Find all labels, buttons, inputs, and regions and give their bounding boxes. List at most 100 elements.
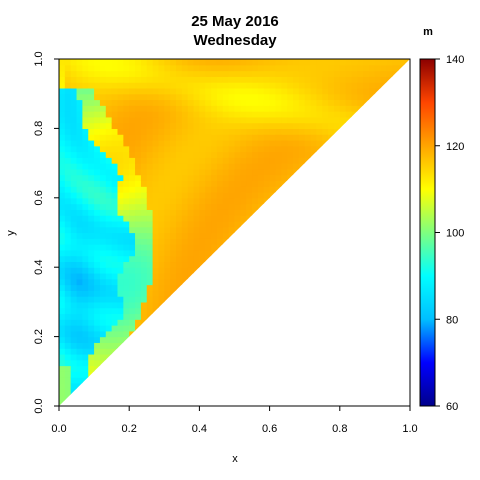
heatmap-cell xyxy=(257,93,265,101)
heatmap-cell xyxy=(176,261,183,268)
heatmap-cell xyxy=(117,70,124,77)
heatmap-cell xyxy=(135,296,142,303)
heatmap-cell xyxy=(275,186,282,193)
heatmap-cell xyxy=(140,307,148,315)
heatmap-cell xyxy=(146,139,154,147)
heatmap-cell xyxy=(164,203,171,210)
heatmap-cell xyxy=(99,76,107,83)
heatmap-cell xyxy=(88,197,95,205)
heatmap-cell xyxy=(211,203,218,210)
heatmap-cell xyxy=(94,186,101,193)
heatmap-cell xyxy=(94,330,101,338)
heatmap-cell xyxy=(263,82,271,89)
heatmap-cell xyxy=(181,278,189,286)
heatmap-cell xyxy=(193,99,200,106)
heatmap-cell xyxy=(111,180,119,187)
heatmap-cell xyxy=(164,151,171,158)
heatmap-cell xyxy=(146,174,154,182)
heatmap-cell xyxy=(152,209,160,216)
heatmap-cell xyxy=(82,157,89,164)
heatmap-cell xyxy=(158,267,165,274)
heatmap-cell xyxy=(164,272,171,280)
heatmap-cell xyxy=(298,157,306,164)
heatmap-cell xyxy=(158,93,165,101)
heatmap-cell xyxy=(351,99,358,106)
heatmap-cell xyxy=(111,232,119,239)
heatmap-cell xyxy=(293,70,300,77)
heatmap-cell xyxy=(64,82,72,89)
heatmap-cell xyxy=(88,377,95,384)
heatmap-cell xyxy=(88,59,95,66)
heatmap-cell xyxy=(158,192,165,199)
heatmap-cell xyxy=(135,105,142,112)
heatmap-cell xyxy=(170,82,177,89)
heatmap-cell xyxy=(199,220,206,228)
heatmap-cell xyxy=(205,134,212,141)
heatmap-cell xyxy=(111,284,119,291)
heatmap-cell xyxy=(105,145,113,153)
heatmap-cell xyxy=(386,64,394,72)
heatmap-cell xyxy=(94,192,101,199)
heatmap-cell xyxy=(158,220,165,228)
heatmap-cell xyxy=(246,111,253,118)
heatmap-cell xyxy=(181,238,189,245)
heatmap-cell xyxy=(228,99,236,106)
heatmap-cell xyxy=(146,128,154,135)
heatmap-cell xyxy=(135,325,142,332)
heatmap-cell xyxy=(164,238,171,245)
heatmap-cell xyxy=(123,192,130,199)
heatmap-cell xyxy=(70,394,78,401)
heatmap-cell xyxy=(117,116,124,124)
heatmap-cell xyxy=(252,87,259,95)
heatmap-cell xyxy=(99,348,107,355)
heatmap-cell xyxy=(64,394,72,401)
heatmap-cell xyxy=(105,244,113,251)
heatmap-cell xyxy=(82,244,89,251)
heatmap-cell xyxy=(246,203,253,210)
heatmap-cell xyxy=(146,64,154,72)
heatmap-cell xyxy=(316,59,323,66)
heatmap-cell xyxy=(140,319,148,326)
heatmap-cell xyxy=(117,307,124,315)
heatmap-cell xyxy=(76,70,83,77)
heatmap-cell xyxy=(205,180,212,187)
x-tick-label: 0.2 xyxy=(122,423,137,435)
heatmap-cell xyxy=(252,93,259,101)
heatmap-cell xyxy=(281,174,288,182)
heatmap-cell xyxy=(211,70,218,77)
heatmap-cell xyxy=(111,278,119,286)
heatmap-cell xyxy=(398,59,405,66)
heatmap-cell xyxy=(252,64,259,72)
heatmap-cell xyxy=(111,215,119,222)
heatmap-cell xyxy=(146,111,154,118)
heatmap-cell xyxy=(170,267,177,274)
heatmap-cell xyxy=(82,255,89,263)
heatmap-cell xyxy=(94,342,101,349)
heatmap-cell xyxy=(170,157,177,164)
heatmap-cell xyxy=(140,197,148,205)
heatmap-cell xyxy=(228,64,236,72)
heatmap-cell xyxy=(82,116,89,124)
heatmap-cell xyxy=(135,215,142,222)
heatmap-cell xyxy=(228,128,236,135)
heatmap-cell xyxy=(164,163,171,170)
heatmap-cell xyxy=(304,151,312,158)
heatmap-cell xyxy=(82,203,89,210)
heatmap-cell xyxy=(181,249,189,257)
heatmap-cell xyxy=(76,180,83,187)
heatmap-cell xyxy=(357,93,364,101)
heatmap-cell xyxy=(76,377,83,384)
heatmap-cell xyxy=(252,174,259,182)
heatmap-cell xyxy=(304,93,312,101)
heatmap-cell xyxy=(345,59,353,66)
heatmap-cell xyxy=(99,128,107,135)
heatmap-cell xyxy=(64,209,72,216)
heatmap-cell xyxy=(310,64,317,72)
heatmap-cell xyxy=(88,359,95,367)
heatmap-cell xyxy=(76,301,83,309)
heatmap-cell xyxy=(257,64,265,72)
heatmap-cell xyxy=(129,284,136,291)
heatmap-cell xyxy=(105,232,113,239)
heatmap-cell xyxy=(59,388,66,396)
heatmap-cell xyxy=(164,87,171,95)
